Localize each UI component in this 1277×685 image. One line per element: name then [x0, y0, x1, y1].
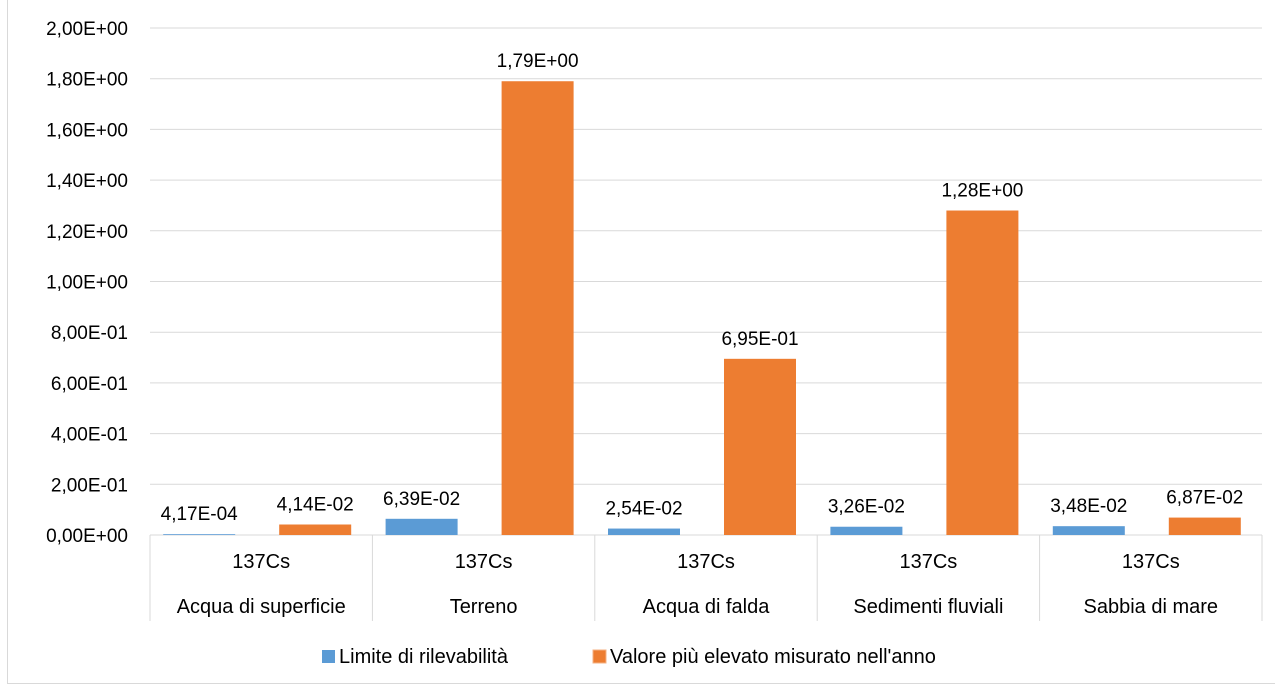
bar-valore	[1168, 517, 1241, 535]
data-label: 4,17E-04	[161, 504, 239, 525]
bar-limite	[163, 534, 236, 535]
bar-valore	[501, 81, 574, 536]
legend-label: Valore più elevato misurato nell'anno	[610, 646, 936, 668]
y-tick-label: 1,40E+00	[46, 171, 128, 192]
bar-limite	[1052, 526, 1125, 535]
data-label: 3,48E-02	[1050, 496, 1127, 517]
data-label: 1,79E+00	[497, 51, 579, 72]
y-tick-label: 1,00E+00	[46, 273, 128, 294]
y-axis: 0,00E+00 2,00E-01 4,00E-01 6,00E-01 8,00E-01…	[46, 19, 128, 547]
data-label: 4,14E-02	[277, 495, 354, 516]
x-category-matrix: Acqua di falda	[643, 596, 771, 618]
data-label: 6,87E-02	[1166, 488, 1243, 509]
bar-limite	[830, 526, 903, 535]
x-category-nuclide: 137Cs	[232, 551, 290, 573]
bar-valore	[279, 524, 352, 535]
y-tick-label: 8,00E-01	[51, 323, 128, 344]
y-tick-label: 2,00E+00	[46, 19, 128, 40]
x-axis: 137Cs Acqua di superficie 137Cs Terreno 137C…	[149, 535, 1263, 621]
bar-limite	[385, 518, 458, 535]
gridlines	[150, 27, 1262, 536]
x-category-nuclide: 137Cs	[899, 551, 957, 573]
legend-swatch	[322, 650, 335, 663]
y-tick-label: 4,00E-01	[51, 425, 128, 446]
y-tick-label: 6,00E-01	[51, 374, 128, 395]
x-category-nuclide: 137Cs	[677, 551, 735, 573]
x-category-matrix: Acqua di superficie	[177, 596, 346, 618]
x-category-nuclide: 137Cs	[1122, 551, 1180, 573]
x-category-nuclide: 137Cs	[455, 551, 513, 573]
legend: Limite di rilevabilità Valore più elevato…	[322, 646, 936, 668]
chart-frame	[7, 0, 1275, 684]
y-tick-label: 1,80E+00	[46, 70, 128, 91]
bar-valore	[724, 358, 796, 535]
y-tick-label: 1,60E+00	[46, 120, 128, 141]
data-label: 6,39E-02	[383, 489, 460, 510]
data-label: 2,54E-02	[605, 499, 682, 520]
legend-label: Limite di rilevabilità	[339, 646, 509, 668]
bar-valore	[946, 210, 1019, 535]
legend-swatch	[592, 649, 607, 664]
data-label: 3,26E-02	[828, 497, 905, 518]
x-category-matrix: Terreno	[450, 596, 518, 618]
data-label: 6,95E-01	[721, 329, 798, 350]
bar-limite	[608, 528, 680, 535]
y-tick-label: 2,00E-01	[51, 475, 128, 496]
x-category-matrix: Sedimenti fluviali	[853, 596, 1003, 618]
y-tick-label: 0,00E+00	[46, 526, 128, 547]
data-label: 1,28E+00	[941, 181, 1023, 202]
y-tick-label: 1,20E+00	[46, 222, 128, 243]
x-category-matrix: Sabbia di mare	[1084, 596, 1219, 618]
bars	[163, 81, 1241, 536]
data-labels: 4,17E-04 4,14E-02 6,39E-02 1,79E+00 2,54E-02…	[161, 51, 1244, 525]
